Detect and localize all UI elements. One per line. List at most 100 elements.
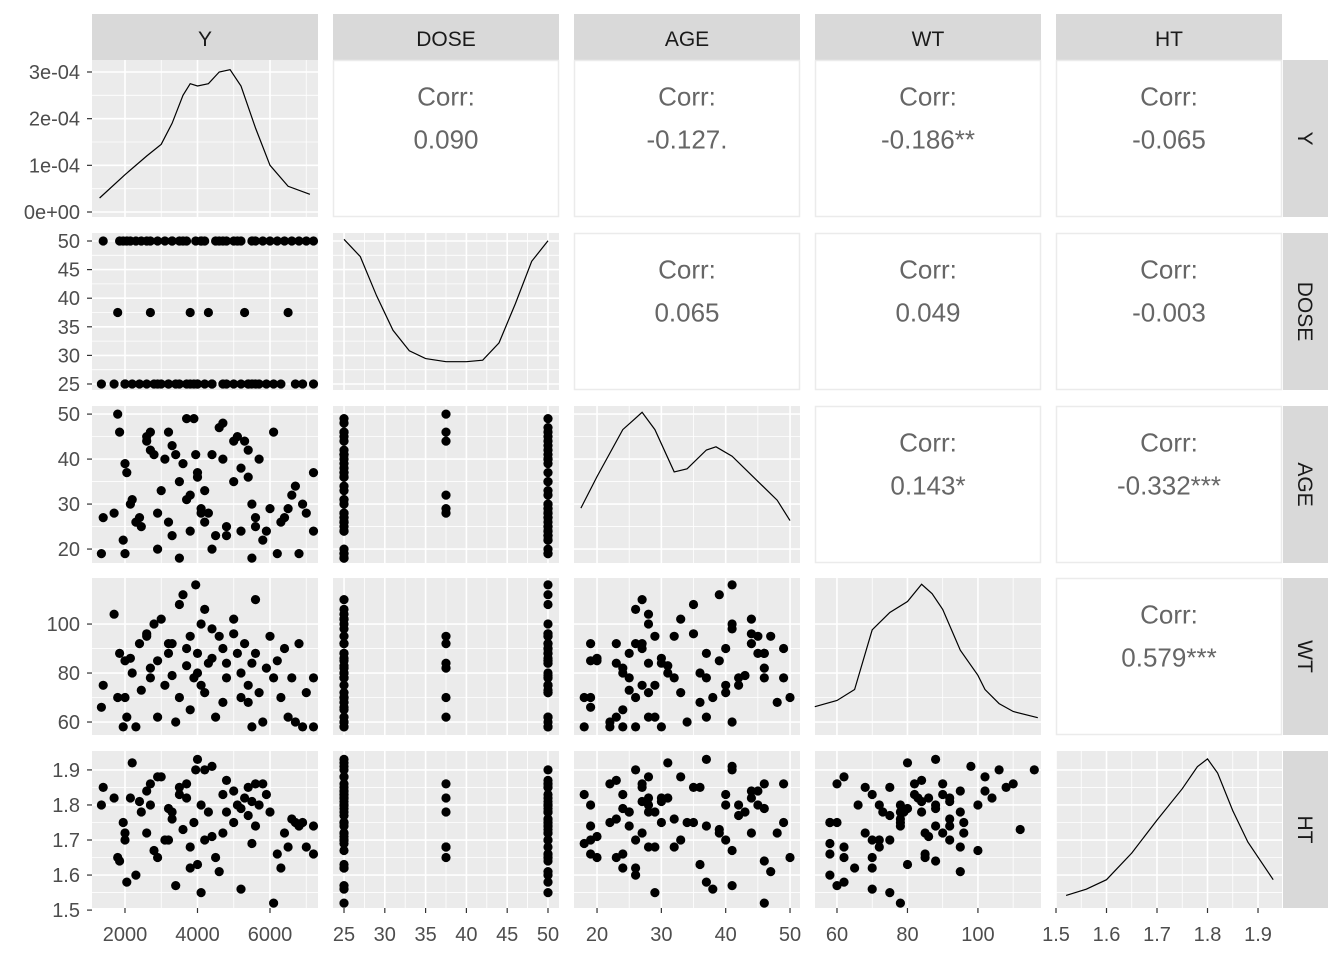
data-point [247,838,257,849]
data-point [290,379,300,389]
strip-top-age [574,14,800,60]
strip-label: WT [1293,640,1316,673]
data-point [339,705,349,715]
data-point [192,859,203,870]
data-point [125,499,135,509]
data-point [753,648,763,659]
corr-label: Corr: [899,82,957,112]
data-point [543,782,553,793]
data-point [229,817,239,828]
data-point [243,697,253,708]
corr-label: Corr: [899,255,957,285]
data-point [298,499,308,509]
data-point [631,765,641,775]
panel-bg [815,578,1041,735]
strip-label: Y [198,28,212,51]
strip-right-ht [1283,751,1328,908]
data-point [746,786,757,796]
strip-right-wt [1283,578,1328,735]
data-point [211,712,221,722]
data-point [441,490,451,500]
data-point [134,796,145,807]
x-tick-label: 1.7 [1143,924,1171,946]
data-point [339,800,349,810]
strip-top-dose [333,14,559,60]
data-point [127,758,137,768]
data-point [825,870,835,880]
data-point [339,810,349,821]
data-point [746,614,757,624]
data-point [543,549,553,559]
data-point [631,870,641,880]
data-point [167,807,177,817]
data-point [232,648,242,659]
data-point [339,845,349,856]
data-point [779,643,789,654]
data-point [853,800,863,810]
data-point [269,427,279,437]
data-point [142,436,152,446]
data-point [294,549,304,559]
data-point [98,236,108,246]
data-point [207,831,217,842]
data-point [109,508,119,518]
data-point [586,656,596,666]
data-point [586,849,596,859]
data-point [185,842,195,852]
data-point [189,817,199,828]
data-point [211,531,221,541]
data-point [441,631,451,641]
data-point [701,877,712,887]
data-point [938,789,948,800]
data-point [287,673,297,683]
data-point [207,544,217,554]
data-point [688,629,699,639]
data-point [118,236,128,246]
data-point [631,604,641,615]
data-point [174,692,184,703]
data-point [839,772,849,782]
panel-age-ht: Corr: -0.332*** [1055,405,1283,564]
data-point [131,870,141,880]
data-point [721,643,731,654]
x-tick-label: 100 [961,924,994,946]
data-point [298,379,308,389]
panel-ht-wt [815,751,1041,911]
data-point [127,668,137,678]
data-point [994,765,1004,775]
data-point [221,775,232,786]
data-point [924,831,934,842]
data-point [339,754,349,765]
data-point [643,619,654,629]
data-point [174,236,184,246]
data-point [543,454,553,464]
data-point [153,656,163,666]
corr-label: Corr: [1140,82,1198,112]
data-point [860,828,870,838]
data-point [339,828,349,838]
data-point [113,692,123,703]
data-point [676,772,686,782]
corr-value: -0.127. [647,125,728,155]
data-point [945,814,955,824]
data-point [867,789,877,800]
data-point [779,817,789,828]
data-point [945,793,955,803]
data-point [938,779,948,789]
data-point [543,423,553,433]
data-point [207,450,217,460]
corr-panel-bg [1055,577,1283,736]
data-point [759,779,769,789]
data-point [272,656,282,666]
data-point [631,692,641,703]
data-point [254,454,264,464]
data-point [182,779,192,789]
data-point [109,793,119,803]
data-point [301,236,311,246]
corr-label: Corr: [1140,428,1198,458]
data-point [714,590,724,600]
data-point [261,379,271,389]
data-point [240,307,250,318]
strip-label: AGE [665,28,709,51]
corr-value: -0.186** [881,125,975,155]
